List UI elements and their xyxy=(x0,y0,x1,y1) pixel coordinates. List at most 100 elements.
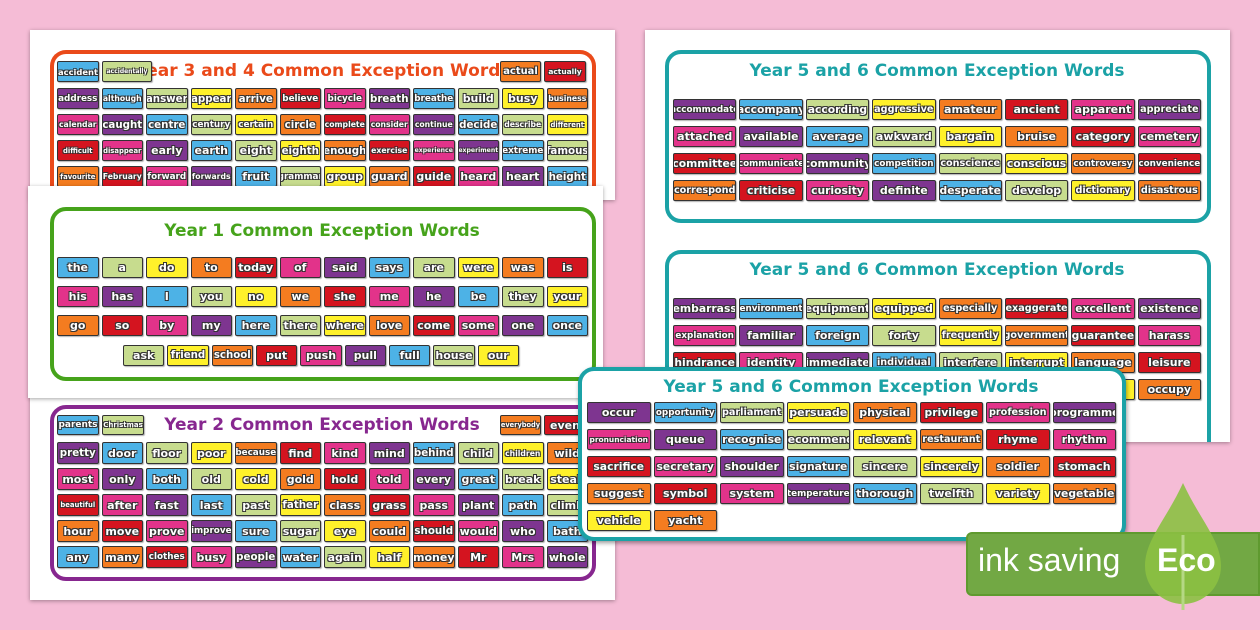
word-tile: community xyxy=(805,153,870,174)
word-tile: my xyxy=(190,315,232,336)
word-tile: address xyxy=(57,88,99,109)
word-tile: bicycle xyxy=(324,88,366,109)
word-tile: temperature xyxy=(786,483,850,504)
word-tile: apparent xyxy=(1071,99,1135,120)
word-tile: a xyxy=(101,257,143,278)
word-tile: be xyxy=(457,286,499,307)
word-tile: come xyxy=(413,315,455,336)
word-tile: believe xyxy=(279,88,321,109)
word-tile: because xyxy=(235,442,277,464)
word-tile: yacht xyxy=(653,510,717,531)
word-tile: put xyxy=(255,345,298,366)
word-tile: once xyxy=(546,315,588,336)
word-tile: signature xyxy=(786,456,850,477)
word-tile: again xyxy=(324,546,366,568)
word-tile: ask xyxy=(123,345,165,366)
word-tile: heard xyxy=(457,166,499,187)
year1-word-grid: the a do to today of said says are were was is his ha… xyxy=(57,257,588,336)
word-tile: answer xyxy=(146,88,188,109)
word-tile: pronunciation xyxy=(587,429,651,450)
word-tile: although xyxy=(101,88,143,109)
word-tile: restaurant xyxy=(919,429,983,450)
word-tile: symbol xyxy=(653,483,717,504)
word-tile: last xyxy=(190,494,232,516)
word-tile: recognise xyxy=(720,429,784,450)
word-tile: experiment xyxy=(457,140,499,161)
word-tile: told xyxy=(368,468,410,490)
word-tile: there xyxy=(279,315,321,336)
word-tile: beautiful xyxy=(57,494,99,516)
word-tile: programme xyxy=(1052,402,1116,423)
year56-title-3: Year 5 and 6 Common Exception Words xyxy=(663,377,1039,397)
word-tile: especially xyxy=(938,298,1002,319)
word-tile: accompany xyxy=(739,99,803,120)
word-tile: opportunity xyxy=(653,402,717,423)
year2-title: Year 2 Common Exception Words xyxy=(164,415,480,435)
word-tile: February xyxy=(101,166,143,187)
word-tile: move xyxy=(101,520,143,542)
word-tile: floor xyxy=(146,442,188,464)
word-tile: conscience xyxy=(938,153,1002,174)
word-tile: vehicle xyxy=(587,510,651,531)
word-tile: door xyxy=(101,442,143,464)
word-tile: stomach xyxy=(1052,456,1116,477)
word-tile: Mr xyxy=(457,546,499,568)
word-tile: appear xyxy=(190,88,232,109)
word-tile: sacrifice xyxy=(587,456,651,477)
word-tile: privilege xyxy=(919,402,983,423)
word-tile: accommodate xyxy=(673,99,737,120)
word-tile: improve xyxy=(190,520,232,542)
word-tile: cold xyxy=(235,468,277,490)
word-tile: bath xyxy=(546,520,588,542)
word-tile: friend xyxy=(167,345,209,366)
word-tile: committee xyxy=(673,153,737,174)
word-tile: century xyxy=(190,114,232,135)
word-tile: shoulder xyxy=(720,456,784,477)
word-tile: we xyxy=(279,286,321,307)
word-tile: were xyxy=(457,257,499,278)
word-tile: eye xyxy=(324,520,366,542)
word-tile: height xyxy=(546,166,588,187)
word-tile: parents xyxy=(57,415,99,435)
word-tile: poor xyxy=(190,442,232,464)
word-tile: persuade xyxy=(786,402,850,423)
word-tile: parliament xyxy=(720,402,784,423)
year56-word-grid-3: occur opportunity parliament persuade physic… xyxy=(587,402,1116,531)
word-tile: by xyxy=(146,315,188,336)
word-tile: embarrass xyxy=(673,298,737,319)
word-tile: would xyxy=(457,520,499,542)
word-tile: continue xyxy=(413,114,455,135)
word-tile: pass xyxy=(413,494,455,516)
word-tile: build xyxy=(457,88,499,109)
year34-word-grid: address although answer appear arrive believe… xyxy=(57,88,588,187)
word-tile: leisure xyxy=(1137,352,1201,373)
word-tile: develop xyxy=(1004,180,1069,201)
year1-last-row: ask friend school put push pull full house our xyxy=(123,345,519,366)
word-tile: eight xyxy=(235,140,277,161)
word-tile: twelfth xyxy=(919,483,983,504)
word-tile: equipped xyxy=(872,298,936,319)
word-tile: occur xyxy=(587,402,651,423)
word-tile: find xyxy=(279,442,321,464)
word-tile: controversy xyxy=(1071,153,1135,174)
word-tile: no xyxy=(235,286,277,307)
word-tile: many xyxy=(101,546,143,568)
word-tile: criticise xyxy=(739,180,803,201)
word-tile: definite xyxy=(872,180,936,201)
word-tile: explanation xyxy=(673,325,737,346)
word-tile: me xyxy=(368,286,410,307)
year56-title-1: Year 5 and 6 Common Exception Words xyxy=(749,61,1125,81)
word-tile: guard xyxy=(368,166,410,187)
word-tile: consider xyxy=(368,114,410,135)
word-tile: gold xyxy=(279,468,321,490)
word-tile: according xyxy=(805,99,870,120)
word-tile: favourite xyxy=(57,166,99,187)
word-tile: desperate xyxy=(938,180,1002,201)
word-tile: existence xyxy=(1137,298,1201,319)
word-tile: push xyxy=(300,345,342,366)
word-tile: variety xyxy=(986,483,1050,504)
word-tile: eighth xyxy=(279,140,321,161)
word-tile: was xyxy=(502,257,544,278)
word-tile: awkward xyxy=(872,126,936,147)
word-tile: enough xyxy=(324,140,366,161)
